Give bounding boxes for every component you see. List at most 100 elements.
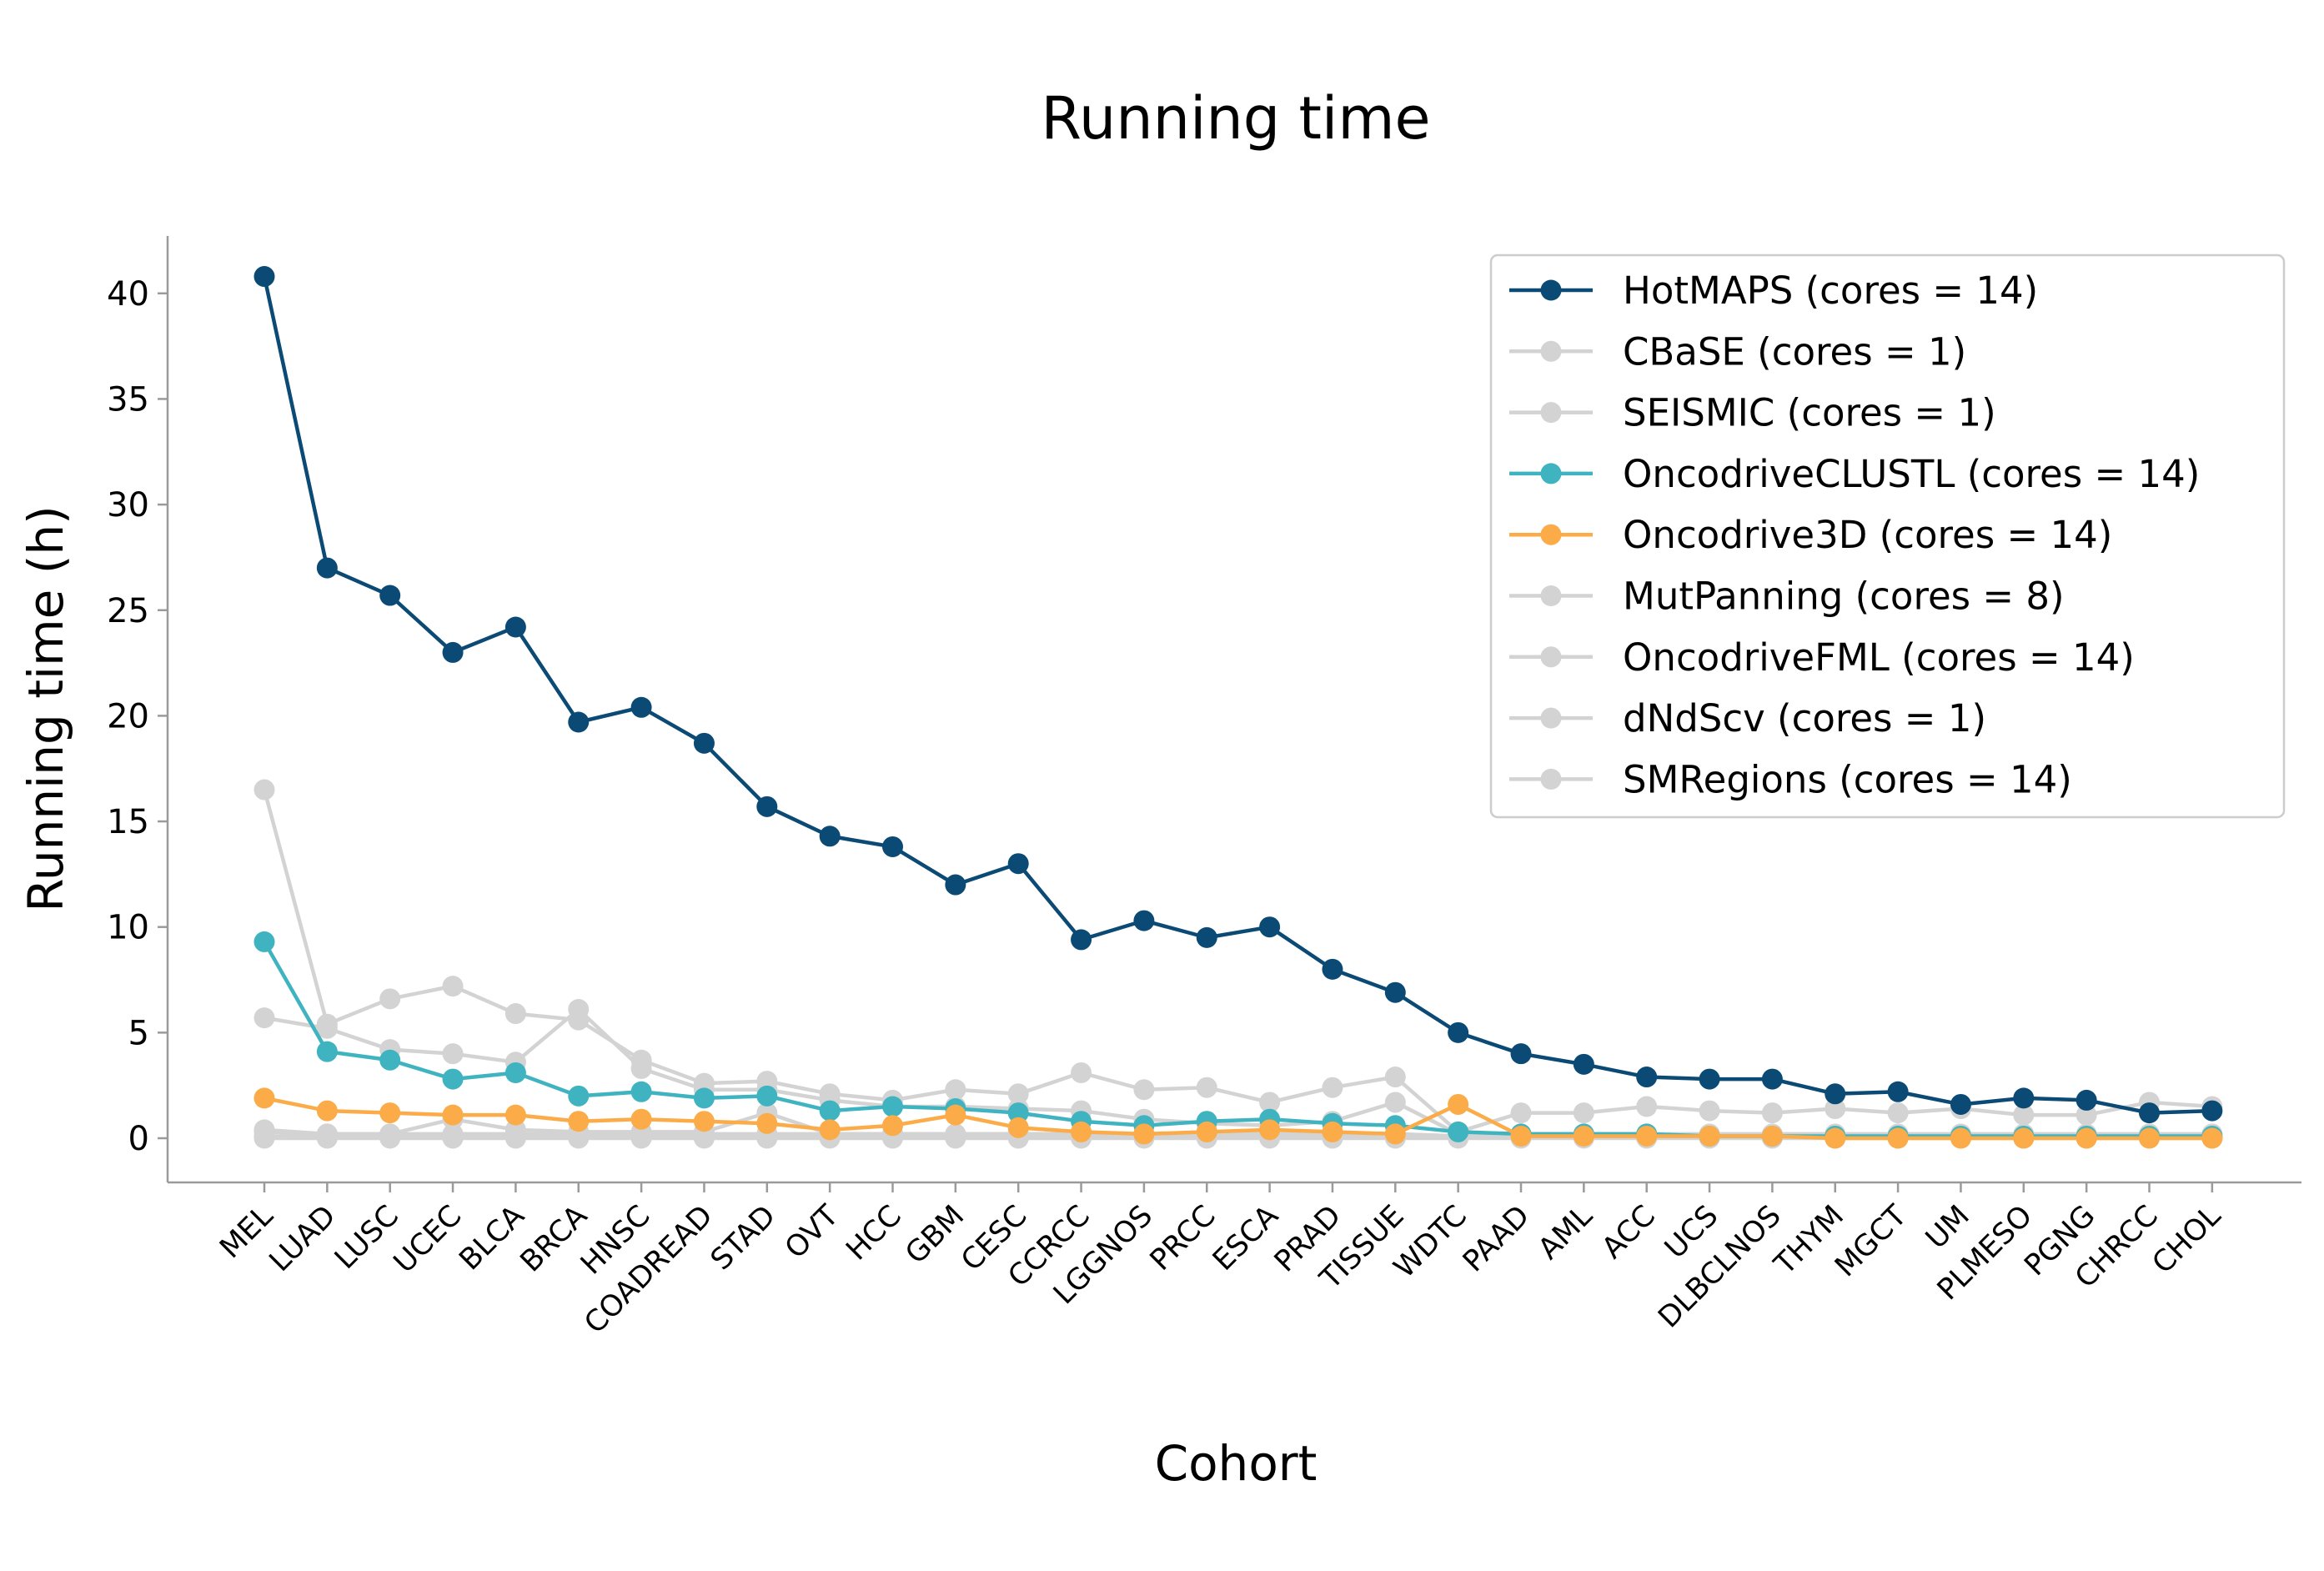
series-line [263,941,2212,1138]
data-point [2013,1087,2035,1109]
legend-swatch-marker [1540,279,1562,301]
y-axis-label: Running time (h) [18,505,74,912]
y-tick-label: 35 [107,380,149,419]
data-point [568,1085,590,1107]
data-point [568,1111,590,1132]
data-point [630,696,652,718]
data-point [756,1085,778,1107]
data-point [2013,1127,2035,1149]
legend-swatch-marker [1540,463,1562,484]
data-point [2139,1102,2160,1124]
data-point [379,1102,401,1124]
legend-box [1489,253,2286,819]
data-point [253,1007,275,1029]
data-point [1007,1083,1029,1105]
data-point [1825,1098,1846,1120]
data-point [504,1127,526,1149]
data-point [379,1049,401,1071]
y-tick-label: 10 [107,909,149,947]
data-point [1761,1125,1783,1147]
data-point [568,711,590,733]
data-point [630,1057,652,1079]
legend-swatch-marker [1540,707,1562,729]
data-point [1448,1021,1469,1043]
data-point [1196,1077,1217,1098]
data-point [1887,1102,1909,1124]
data-point [442,976,464,997]
series-layer [253,266,2223,1149]
data-point [1636,1067,1658,1088]
legend-label: Oncodrive3D (cores = 14) [1623,513,2112,557]
y-tick-label: 40 [107,275,149,314]
data-point [1950,1127,1971,1149]
legend-label: MutPanning (cores = 8) [1623,575,2065,619]
legend-item-smregions-cores-14: SMRegions (cores = 14) [1509,757,2072,801]
legend-label: dNdScv (cores = 1) [1623,696,1986,740]
data-point [945,1079,966,1101]
legend-item-dndscv-cores-1: dNdScv (cores = 1) [1509,696,1986,740]
data-point [442,1127,464,1149]
data-point [1761,1102,1783,1124]
data-point [568,1127,590,1149]
data-point [379,1127,401,1149]
data-point [1133,910,1155,931]
data-point [945,874,966,896]
data-point [1384,981,1406,1003]
data-point [2201,1127,2223,1149]
series-line [262,789,2213,1134]
data-point [1071,1062,1092,1083]
data-point [442,1068,464,1090]
data-point [253,1127,275,1149]
data-point [1133,1123,1155,1145]
data-point [819,826,841,847]
data-point [1384,1123,1406,1145]
data-point [756,1127,778,1149]
data-point [504,1062,526,1083]
y-tick-label: 20 [107,697,149,735]
data-point [442,1043,464,1065]
data-point [1007,853,1029,875]
legend-item-oncodrive3d-cores-14: Oncodrive3D (cores = 14) [1509,513,2112,557]
data-point [1510,1125,1532,1147]
data-point [1510,1102,1532,1124]
data-point [1196,926,1217,948]
data-point [253,266,275,288]
data-point [568,998,590,1020]
data-point [1007,1117,1029,1138]
data-point [442,641,464,663]
y-tick-label: 25 [107,592,149,630]
data-point [316,1041,338,1062]
data-point [882,1096,903,1117]
series-line [264,1007,2212,1137]
data-point [630,1127,652,1149]
data-point [1133,1079,1155,1101]
data-point [882,1115,903,1137]
legend-swatch-marker [1540,646,1562,668]
data-point [1699,1068,1720,1090]
data-point [316,1100,338,1122]
legend-swatch-marker [1540,340,1562,362]
data-point [945,1104,966,1126]
data-point [693,1111,715,1132]
data-point [693,1087,715,1109]
data-point [1448,1121,1469,1142]
data-point [1573,1102,1594,1124]
data-point [882,836,903,857]
data-point [504,1104,526,1126]
legend: HotMAPS (cores = 14) CBaSE (cores = 1) SEI… [1489,253,2286,819]
series-line [262,276,2212,1115]
data-point [1196,1121,1217,1142]
data-point [316,1017,338,1039]
data-point [1950,1093,1971,1115]
legend-label: SEISMIC (cores = 1) [1623,391,1996,435]
legend-item-seismic-cores-1: SEISMIC (cores = 1) [1509,391,1996,435]
data-point [253,779,275,801]
data-point [1322,1077,1343,1098]
y-tick-label: 0 [128,1120,149,1158]
data-point [819,1119,841,1141]
data-point [1761,1068,1783,1090]
data-point [379,988,401,1010]
data-point [442,1104,464,1126]
data-point [1510,1043,1532,1065]
